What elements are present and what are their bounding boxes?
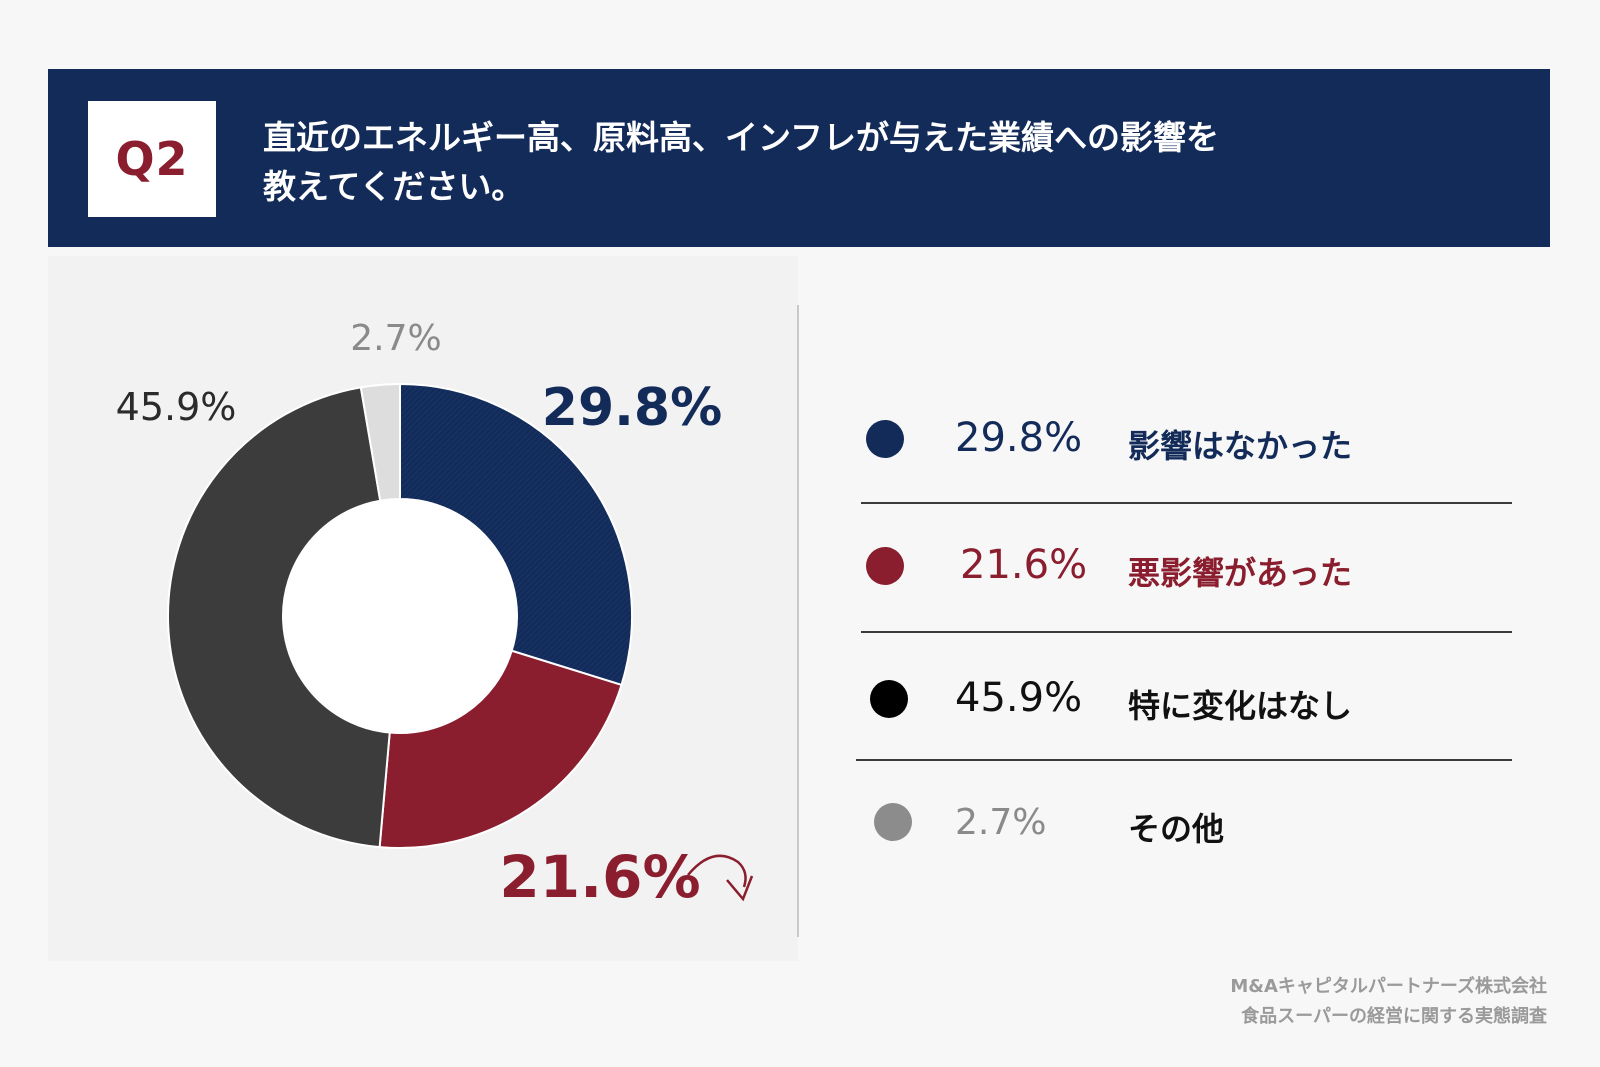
question-header: Q2 直近のエネルギー高、原料高、インフレが与えた業績への影響を 教えてください…	[48, 69, 1550, 247]
down-arrow-icon	[687, 854, 754, 902]
legend-pct: 21.6%	[960, 542, 1088, 588]
legend-divider	[861, 502, 1512, 504]
question-number: Q2	[115, 132, 189, 186]
source-survey: 食品スーパーの経営に関する実態調査	[1241, 1006, 1547, 1027]
slice-no-impact	[399, 382, 633, 687]
slice-no-change	[167, 386, 391, 849]
question-text-line1: 直近のエネルギー高、原料高、インフレが与えた業績への影響を	[263, 118, 1220, 157]
slice-label-no-change: 45.9%	[116, 385, 237, 429]
slice-label-other: 2.7%	[350, 318, 441, 359]
source-company: M&Aキャピタルパートナーズ株式会社	[1230, 976, 1547, 997]
legend-divider	[861, 631, 1512, 633]
question-number-box: Q2	[88, 101, 216, 217]
legend-dot	[874, 803, 912, 841]
legend-pct: 29.8%	[955, 415, 1083, 461]
legend-label: その他	[1128, 810, 1225, 848]
legend-dot	[870, 680, 908, 718]
panel-divider	[797, 305, 799, 937]
legend-label: 悪影響があった	[1128, 554, 1353, 592]
legend-item-other: 2.7% その他	[860, 792, 1520, 852]
slice-label-no-impact: 29.8%	[542, 378, 722, 438]
legend-item-negative-impact: 21.6% 悪影響があった	[860, 536, 1520, 596]
legend-label: 影響はなかった	[1128, 427, 1353, 465]
legend-dot	[866, 420, 904, 458]
legend-pct: 45.9%	[955, 675, 1083, 721]
source-credit: M&Aキャピタルパートナーズ株式会社 食品スーパーの経営に関する実態調査	[1230, 972, 1547, 1032]
legend-divider	[856, 759, 1512, 761]
question-text: 直近のエネルギー高、原料高、インフレが与えた業績への影響を 教えてください。	[263, 113, 1443, 211]
legend-dot	[866, 547, 904, 585]
donut-hole	[284, 500, 516, 732]
legend-item-no-impact: 29.8% 影響はなかった	[860, 409, 1520, 469]
slice-label-negative-impact: 21.6%	[499, 843, 700, 911]
slice-other	[359, 382, 401, 502]
legend-pct: 2.7%	[955, 802, 1047, 843]
question-text-line2: 教えてください。	[263, 167, 525, 206]
legend-item-no-change: 45.9% 特に変化はなし	[860, 669, 1520, 729]
slice-negative-impact	[378, 649, 623, 849]
legend-label: 特に変化はなし	[1128, 687, 1353, 725]
